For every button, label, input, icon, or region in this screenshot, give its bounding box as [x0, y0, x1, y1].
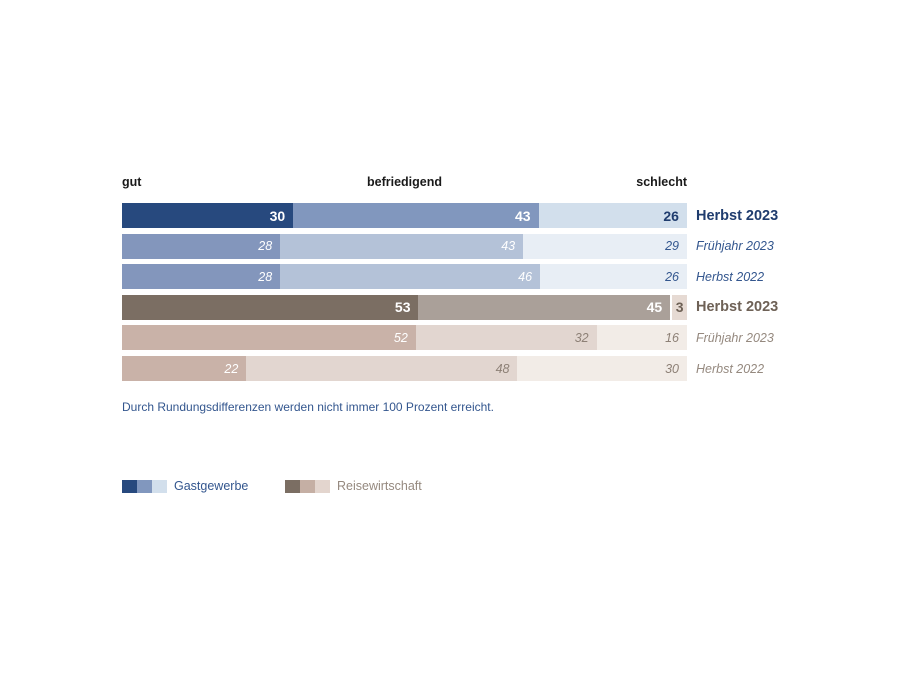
- legend-swatch: [122, 479, 137, 493]
- bar-segment: 3: [670, 294, 687, 320]
- axis-label-befriedigend: befriedigend: [366, 175, 442, 189]
- legend-swatch: [300, 479, 315, 493]
- legend-swatch: [315, 479, 330, 493]
- bar-segment: 22: [122, 356, 247, 381]
- bar-row: 28 46 26 Herbst 2022: [122, 264, 765, 290]
- legend-label: Gastgewerbe: [174, 479, 249, 493]
- bar-segment: 29: [523, 233, 687, 259]
- legend-item: Gastgewerbe: [122, 479, 248, 493]
- bar-segment: 30: [122, 203, 294, 228]
- bar-row: 22 48 30 Herbst 2022: [122, 356, 764, 381]
- row-label: Herbst 2022: [695, 269, 765, 284]
- bar-segment: 43: [280, 233, 524, 259]
- bar-row: 53 45 3 Herbst 2023: [122, 294, 779, 320]
- row-label: Frühjahr 2023: [695, 239, 774, 254]
- bar-segment: 32: [415, 325, 597, 351]
- bar-segment: 52: [122, 325, 416, 351]
- bar-segment: 26: [540, 264, 687, 290]
- bar-segment: 26: [538, 203, 687, 228]
- legend-label: Reisewirtschaft: [337, 479, 422, 493]
- bar-segment: 28: [122, 233, 281, 259]
- row-label: Herbst 2022: [695, 361, 765, 376]
- legend-swatch: [137, 479, 152, 493]
- bar-segment: 43: [293, 203, 539, 228]
- row-label: Herbst 2023: [695, 207, 779, 224]
- row-label: Herbst 2023: [695, 299, 779, 316]
- axis-label-schlecht: schlecht: [636, 175, 687, 189]
- bar-row: 52 32 16 Frühjahr 2023: [122, 325, 774, 351]
- legend-swatch: [285, 479, 300, 493]
- legend-swatch: [152, 479, 167, 493]
- row-label: Frühjahr 2023: [695, 330, 774, 345]
- legend-item: Reisewirtschaft: [285, 479, 422, 493]
- bar-segment: 45: [418, 294, 671, 320]
- axis-label-gut: gut: [122, 175, 142, 189]
- bar-segment: 28: [122, 264, 281, 290]
- bar-segment: 48: [246, 356, 518, 381]
- axis-header: gut befriedigend schlecht: [122, 175, 687, 192]
- bar-segment: 46: [280, 264, 541, 290]
- bar-segment: 16: [596, 325, 687, 351]
- bar-row: 30 43 26 Herbst 2023: [122, 203, 778, 228]
- bar-segment: 30: [517, 356, 687, 381]
- footnote: Durch Rundungsdifferenzen werden nicht i…: [122, 400, 494, 414]
- bar-row: 28 43 29 Frühjahr 2023: [122, 233, 774, 259]
- bar-segment: 53: [122, 294, 419, 320]
